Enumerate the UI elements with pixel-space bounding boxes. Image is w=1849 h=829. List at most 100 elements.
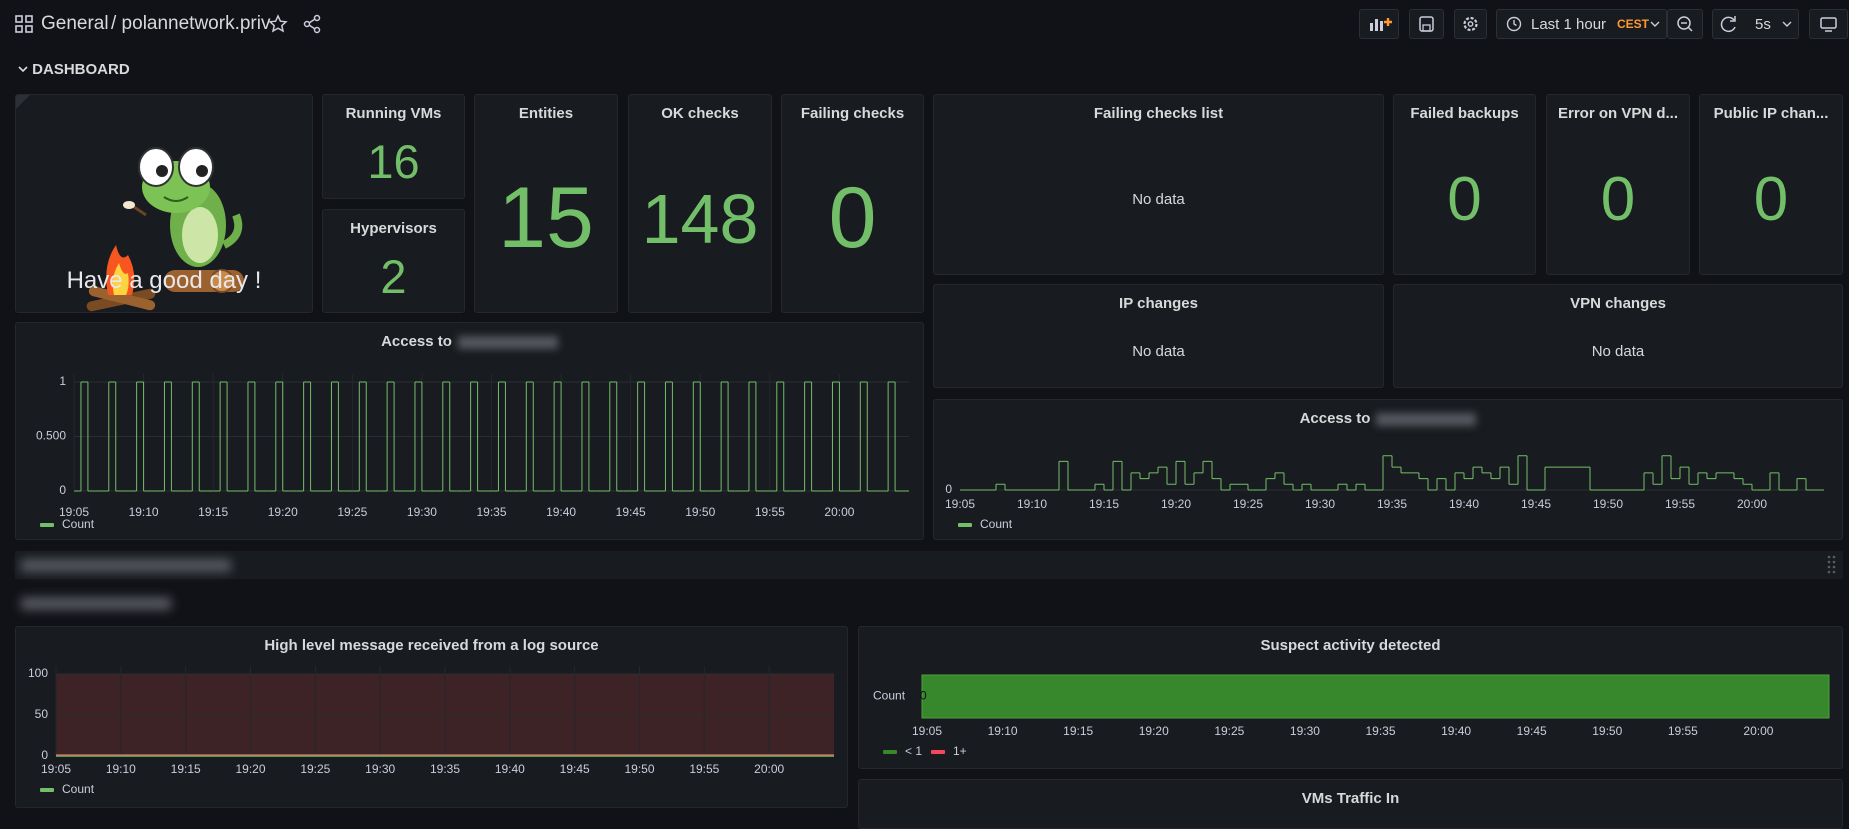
state-value-label: 0 — [920, 689, 927, 703]
panel-title-text: Public IP chan... — [1713, 105, 1829, 122]
panel-title: VMs Traffic In — [859, 790, 1842, 807]
x-tick-label: 19:35 — [430, 762, 460, 776]
x-tick-label: 19:15 — [1089, 497, 1119, 511]
welcome-panel: Have a good day ! — [15, 94, 313, 313]
time-picker[interactable]: Last 1 hour CEST — [1496, 9, 1667, 39]
state-timeline-panel: Suspect activity detected Count 0 19:05 19:1… — [858, 626, 1843, 769]
stat-value: 0 — [1753, 165, 1789, 234]
refresh-interval: 5s — [1755, 16, 1771, 33]
collapsed-row[interactable] — [15, 590, 235, 616]
panel-title: Running VMs — [323, 105, 464, 122]
timeseries-panel: Access to 0 0.500 1 19:05 19:10 19:15 19:20 19:2… — [15, 322, 924, 540]
settings-button[interactable] — [1454, 9, 1487, 39]
tv-mode-button[interactable] — [1809, 9, 1848, 39]
x-tick-label: 19:05 — [41, 762, 71, 776]
panel-title-text: OK checks — [661, 105, 739, 122]
legend-label: 1+ — [953, 744, 967, 758]
frog-illustration — [16, 95, 244, 312]
x-tick-label: 19:20 — [1161, 497, 1191, 511]
settings-icon — [1463, 16, 1478, 32]
x-tick-label: 19:35 — [476, 505, 506, 519]
x-tick-label: 19:30 — [407, 505, 437, 519]
no-data-message: No data — [1132, 342, 1185, 360]
x-tick-label: 19:50 — [685, 505, 715, 519]
stat-value: 15 — [498, 170, 594, 266]
chart: 019:05 19:10 19:15 19:20 19:25 19:30 19:35 19:4… — [945, 455, 1824, 531]
collapsed-row[interactable] — [15, 551, 1843, 579]
blurred-row-title — [21, 559, 231, 572]
x-tick-label: 19:55 — [755, 505, 785, 519]
star-icon[interactable] — [268, 14, 288, 34]
y-tick-label: 1 — [59, 374, 66, 388]
empty-panel: Failing checks list No data — [933, 94, 1384, 275]
x-tick-label: 19:20 — [235, 762, 265, 776]
row-label: Count — [873, 689, 906, 703]
row-chevron — [18, 66, 28, 73]
panel-title-text: IP changes — [1119, 295, 1198, 312]
x-tick-label: 20:00 — [1737, 497, 1767, 511]
x-tick-label: 19:05 — [945, 497, 975, 511]
x-tick-label: 19:05 — [912, 724, 942, 738]
x-tick-label: 19:30 — [1290, 724, 1320, 738]
zoom-out-button[interactable] — [1667, 9, 1703, 39]
x-tick-label: 19:55 — [689, 762, 719, 776]
add-panel-button[interactable] — [1359, 9, 1399, 39]
top-bar: General / polannetwork.priv Last 1 hour … — [0, 0, 1849, 47]
refresh-picker[interactable]: 5s — [1712, 9, 1799, 39]
timeseries-panel: High level message received from a log s… — [15, 626, 848, 808]
stat-panel: Entities 15 — [474, 94, 618, 313]
legend-label: Count — [62, 782, 95, 796]
x-tick-label: 19:35 — [1365, 724, 1395, 738]
x-tick-label: 19:20 — [1139, 724, 1169, 738]
apps-icon[interactable] — [14, 14, 34, 34]
x-tick-label: 19:40 — [495, 762, 525, 776]
stat-value: 148 — [641, 179, 759, 258]
save-button[interactable] — [1409, 9, 1444, 39]
blurred-row-title — [21, 597, 171, 610]
x-tick-label: 19:10 — [988, 724, 1018, 738]
y-tick-label: 0 — [41, 748, 48, 762]
x-tick-label: 19:15 — [171, 762, 201, 776]
panel-title: Access to — [16, 333, 923, 350]
panel-title: Access to — [934, 410, 1842, 427]
chart: 0 0.500 1 19:05 19:10 19:15 19:20 19:25 19:30 19:… — [36, 374, 909, 531]
x-tick-label: 20:00 — [1743, 724, 1773, 738]
x-tick-label: 19:10 — [1017, 497, 1047, 511]
panel-title: High level message received from a log s… — [16, 637, 847, 654]
x-tick-label: 19:45 — [616, 505, 646, 519]
chevron — [1782, 21, 1792, 27]
share-icon[interactable] — [302, 14, 322, 34]
row-header[interactable]: DASHBOARD — [18, 61, 130, 78]
legend-swatch — [883, 750, 897, 754]
x-tick-label: 19:45 — [560, 762, 590, 776]
x-tick-label: 19:10 — [129, 505, 159, 519]
x-tick-label: 19:25 — [1233, 497, 1263, 511]
y-tick-label: 0 — [59, 483, 66, 497]
breadcrumb-section[interactable]: General — [41, 13, 109, 34]
no-data-message: No data — [1132, 191, 1185, 208]
legend-swatch — [931, 750, 945, 754]
stat-panel: Error on VPN d... 0 — [1546, 94, 1690, 275]
y-tick-label: 50 — [35, 707, 49, 721]
refresh-icon — [1720, 16, 1736, 33]
panel-title: Failing checks — [782, 105, 923, 122]
stat-panel: Running VMs 16 — [322, 94, 465, 199]
stat-panel: Failed backups 0 — [1393, 94, 1536, 275]
legend-swatch — [40, 523, 54, 527]
stat-panel: Hypervisors 2 — [322, 209, 465, 313]
state-bar — [921, 674, 1830, 719]
x-tick-label: 19:25 — [1214, 724, 1244, 738]
x-tick-label: 19:10 — [106, 762, 136, 776]
stat-value: 0 — [828, 170, 877, 266]
stat-panel: Failing checks 0 — [781, 94, 924, 313]
drag-handle[interactable] — [1827, 554, 1837, 576]
breadcrumb-title[interactable]: / polannetwork.priv — [111, 13, 271, 34]
clock-icon — [1506, 16, 1522, 32]
x-tick-label: 19:35 — [1377, 497, 1407, 511]
zoom-icon — [1677, 16, 1693, 32]
save-icon — [1419, 16, 1434, 32]
stat-value: 0 — [1447, 165, 1482, 234]
y-tick-label: 100 — [28, 666, 48, 680]
timezone: CEST — [1617, 17, 1650, 31]
